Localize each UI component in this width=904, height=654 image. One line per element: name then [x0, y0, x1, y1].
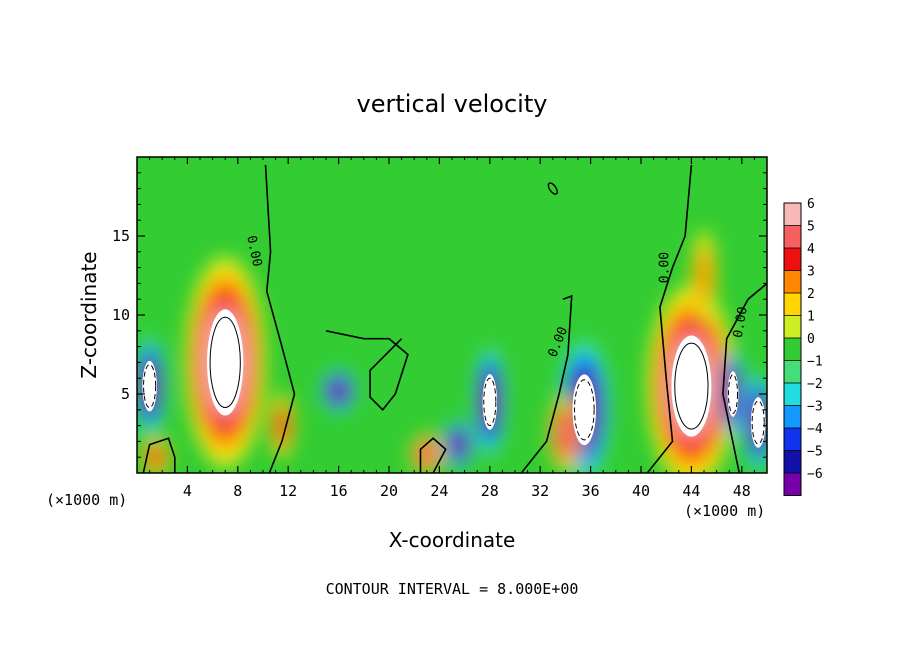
- zero-contour: [646, 164, 693, 473]
- x-tick-label: 20: [380, 482, 398, 500]
- velocity-field: 0.000.000.000.00: [137, 157, 767, 473]
- contour-interval-note: CONTOUR INTERVAL = 8.000E+00: [326, 580, 579, 598]
- y-axis-title: Z-coordinate: [77, 251, 101, 378]
- contour-line: [209, 316, 241, 409]
- saturated-core: [142, 360, 157, 412]
- x-tick-label: 32: [531, 482, 549, 500]
- colorbar: 6 5 4 3 2 1 0 −1 −2 −3 −4 −5 −6: [783, 197, 823, 496]
- colorbar-label: −4: [807, 422, 823, 437]
- zero-contour: [325, 330, 409, 411]
- x-tick-label: 48: [733, 482, 751, 500]
- colorbar-label: −1: [807, 355, 823, 370]
- colorbar-label: −2: [807, 377, 823, 392]
- saturated-core: [207, 309, 244, 416]
- colorbar-label: 3: [807, 265, 815, 280]
- field-blob: [329, 379, 348, 402]
- saturated-core: [750, 397, 766, 448]
- field-blob: [275, 408, 289, 444]
- x-tick-label: 16: [330, 482, 348, 500]
- zero-contour: [722, 282, 767, 473]
- saturated-core: [671, 335, 712, 437]
- contour-line: [674, 342, 709, 430]
- colorbar-swatch: [784, 473, 801, 496]
- x-axis-ticks: 4 8 12 16 20 24 28 32 36 40 44 48: [149, 157, 755, 500]
- chart-title: vertical velocity: [357, 90, 548, 118]
- saturated-core: [572, 374, 597, 446]
- contour-line: [573, 379, 595, 441]
- zero-contour: [419, 437, 447, 473]
- y-axis-ticks: 5 10 15: [112, 172, 767, 458]
- zero-contour: [142, 437, 176, 473]
- colorbar-label: −6: [807, 467, 823, 482]
- zero-contour: [547, 182, 558, 195]
- colorbar-label: −3: [807, 400, 823, 415]
- x-axis-title: X-coordinate: [389, 528, 516, 552]
- x-unit-left: (×1000 m): [46, 491, 127, 509]
- colorbar-swatch: [784, 315, 801, 338]
- colorbar-label: 2: [807, 287, 815, 302]
- colorbar-swatch: [784, 383, 801, 406]
- zero-contour: [264, 164, 296, 473]
- x-unit-right: (×1000 m): [684, 502, 765, 520]
- field-blob: [696, 248, 712, 303]
- y-tick-label: 5: [121, 385, 130, 403]
- colorbar-label: 6: [807, 197, 815, 212]
- x-tick-label: 4: [183, 482, 192, 500]
- colorbar-label: 5: [807, 220, 815, 235]
- x-tick-label: 24: [430, 482, 448, 500]
- contour-label: 0.00: [731, 306, 751, 339]
- colorbar-swatch: [784, 450, 801, 473]
- contour-label: 0.00: [243, 234, 264, 268]
- contour-label: 0.00: [658, 252, 673, 283]
- x-tick-label: 8: [233, 482, 242, 500]
- y-tick-label: 10: [112, 306, 130, 324]
- colorbar-swatch: [784, 360, 801, 383]
- colorbar-label: 4: [807, 242, 815, 257]
- colorbar-swatch: [784, 293, 801, 316]
- colorbar-swatch: [784, 405, 801, 428]
- contour-line: [143, 364, 157, 409]
- colorbar-swatch: [784, 270, 801, 293]
- colorbar-label: 1: [807, 310, 815, 325]
- x-tick-label: 44: [682, 482, 700, 500]
- contour-line: [483, 377, 497, 427]
- saturated-core: [727, 371, 739, 417]
- contour-line: [727, 374, 739, 414]
- x-tick-label: 12: [279, 482, 297, 500]
- y-tick-label: 15: [112, 227, 130, 245]
- zero-contour: [520, 294, 573, 473]
- colorbar-swatch: [784, 248, 801, 271]
- colorbar-swatch: [784, 225, 801, 248]
- colorbar-label: 0: [807, 332, 815, 347]
- x-tick-label: 40: [632, 482, 650, 500]
- x-tick-label: 28: [481, 482, 499, 500]
- colorbar-label: −5: [807, 445, 823, 460]
- colorbar-swatch: [784, 428, 801, 451]
- x-tick-label: 36: [582, 482, 600, 500]
- saturated-core: [482, 374, 498, 430]
- contour-line: [751, 400, 765, 445]
- colorbar-swatch: [784, 203, 801, 226]
- colorbar-swatch: [784, 338, 801, 361]
- field-blob: [557, 414, 574, 453]
- field-blob: [418, 443, 435, 465]
- field-blob: [148, 446, 164, 468]
- field-blob: [450, 432, 467, 457]
- colorbar-frame: [783, 202, 802, 496]
